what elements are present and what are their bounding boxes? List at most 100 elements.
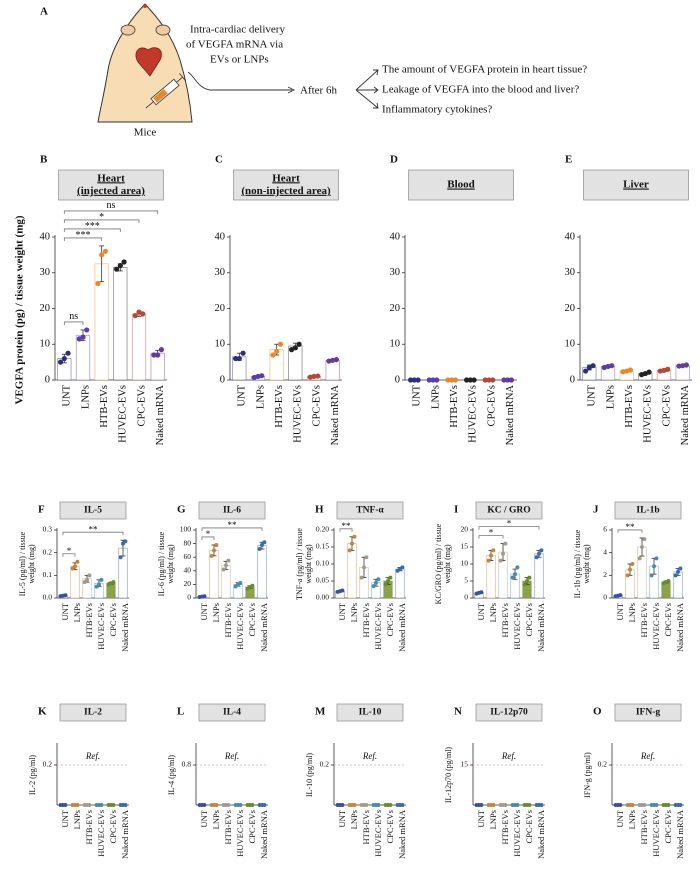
data-point	[277, 341, 283, 347]
title-box	[198, 501, 266, 520]
significance-bracket	[617, 529, 643, 533]
data-point	[61, 355, 67, 362]
significance-bracket	[63, 228, 121, 232]
data-point	[642, 537, 647, 542]
y-tick-label: 0	[603, 593, 607, 602]
y-tick-label: 40	[390, 231, 401, 242]
panel-label: F	[38, 504, 45, 516]
data-point	[374, 580, 378, 585]
x-tick-label: Naked mRNA	[536, 602, 546, 652]
x-tick-label: HTB-EVs	[639, 603, 649, 637]
data-point	[646, 369, 652, 375]
panel-label: H	[315, 504, 324, 516]
x-tick-label: HUVEC-EVs	[651, 810, 661, 857]
data-point	[63, 803, 68, 807]
y-tick-label: 30	[215, 267, 226, 278]
chart-title: IL-4	[223, 708, 241, 718]
title-box	[614, 501, 682, 520]
data-point	[525, 579, 529, 583]
reference-label: Ref.	[362, 751, 377, 761]
x-tick-label: HTB-EVs	[361, 603, 371, 637]
significance-bracket	[201, 536, 215, 540]
arrow	[355, 69, 379, 91]
y-axis-label: IL-12p70 (pg/ml)	[444, 747, 453, 804]
y-tick-label: 10	[461, 559, 469, 568]
data-point	[400, 565, 405, 570]
data-point	[618, 803, 623, 807]
x-tick-label: CPC-EVs	[108, 810, 118, 844]
y-tick-label: 30	[565, 267, 576, 278]
x-tick-label: HTB-EVs	[639, 810, 649, 844]
data-point	[259, 373, 265, 379]
y-axis-label: weight (mg)	[582, 544, 591, 584]
x-tick-label: HUVEC-EVs	[373, 603, 383, 650]
x-tick-label: HTB-EVs	[624, 385, 635, 428]
delivery-text: EVs or LNPs	[210, 54, 269, 66]
y-axis-label: weight (mg)	[443, 544, 452, 584]
data-point	[340, 803, 345, 807]
x-tick-label: UNT	[237, 384, 248, 406]
data-point	[630, 803, 635, 807]
y-axis-label: IL-5 (pg/ml) / tissue	[18, 531, 27, 596]
y-tick-label: 6	[603, 525, 607, 534]
x-tick-label: LNPs	[72, 603, 82, 622]
significance-label: ns	[107, 200, 116, 211]
x-tick-label: CPC-EVs	[663, 603, 673, 637]
y-axis-label: IL-10 (pg/ml)	[305, 753, 314, 798]
data-point	[503, 541, 508, 546]
x-tick-label: HUVEC-EVs	[651, 603, 661, 650]
x-tick-label: HTB-EVs	[274, 385, 285, 428]
data-point	[84, 327, 90, 333]
significance-label: **	[342, 521, 352, 531]
panel-label: M	[315, 706, 326, 718]
x-tick-label: HTB-EVs	[223, 810, 233, 844]
data-point	[121, 259, 127, 265]
data-point	[673, 573, 678, 578]
data-point	[625, 573, 630, 578]
data-point	[97, 582, 101, 587]
chart-title: IL-2	[84, 708, 102, 718]
data-point	[400, 803, 405, 807]
x-tick-label: Naked mRNA	[397, 602, 407, 652]
data-point	[642, 803, 647, 807]
x-tick-label: HTB-EVs	[99, 385, 110, 428]
title-box	[58, 169, 164, 201]
y-tick-label: 0	[464, 593, 468, 602]
x-tick-label: LNPs	[627, 603, 637, 622]
data-point	[80, 334, 86, 340]
x-tick-label: LNPs	[349, 810, 359, 829]
x-tick-label: LNPs	[72, 810, 82, 829]
significance-bracket	[63, 219, 140, 223]
y-tick-label: 60	[184, 552, 192, 561]
data-point	[226, 558, 231, 563]
chart-title: Blood	[447, 179, 475, 191]
y-tick-label: 0	[220, 374, 225, 385]
x-tick-label: Naked mRNA	[155, 385, 166, 446]
y-tick-label: 40	[40, 231, 51, 242]
x-tick-label: Naked mRNA	[536, 809, 546, 859]
y-tick-label: 0.2	[43, 547, 53, 556]
data-point	[539, 548, 544, 553]
x-tick-label: HTB-EVs	[500, 603, 510, 637]
y-tick-label: 10	[390, 339, 401, 350]
y-tick-label: 0	[45, 374, 50, 385]
data-point	[415, 377, 421, 383]
data-point	[501, 551, 505, 556]
data-point	[221, 567, 226, 572]
data-point	[527, 803, 532, 807]
data-point	[583, 368, 589, 374]
x-tick-label: HUVEC-EVs	[235, 603, 245, 650]
delivery-text: Intra-cardiac delivery	[190, 24, 285, 36]
significance-bracket	[62, 553, 76, 557]
data-point	[114, 266, 120, 272]
x-tick-label: HUVEC-EVs	[118, 385, 129, 443]
x-tick-label: Naked mRNA	[259, 602, 269, 652]
chart-title: TNF-α	[356, 506, 384, 516]
x-tick-label: UNT	[476, 809, 486, 827]
data-point	[434, 377, 440, 383]
data-point	[676, 569, 680, 574]
x-tick-label: LNPs	[255, 385, 266, 409]
y-axis-label: KC/GRO (pg/ml) / tissue	[434, 523, 443, 604]
x-tick-label: HTB-EVs	[361, 810, 371, 844]
data-point	[352, 534, 357, 539]
